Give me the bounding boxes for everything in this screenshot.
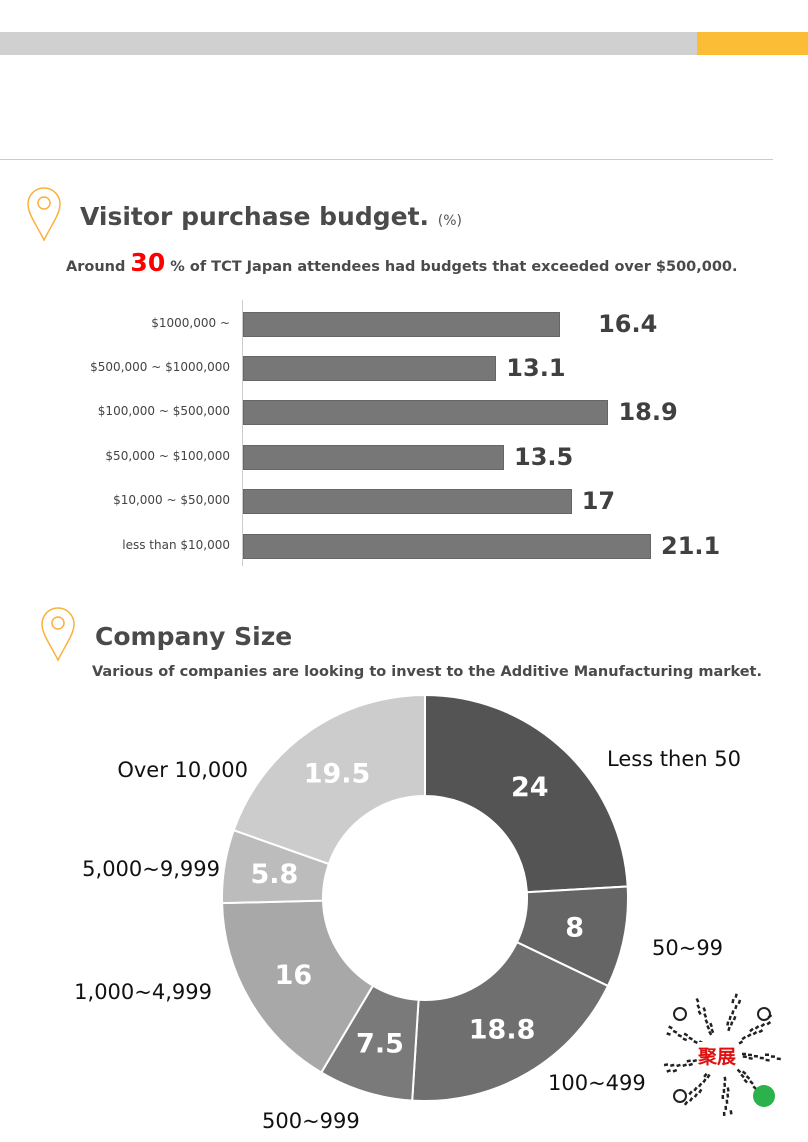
location-pin-icon (41, 607, 75, 662)
slice-category-label: 50~99 (652, 936, 723, 960)
slice-value-label: 7.5 (356, 1029, 404, 1060)
bar-value-label: 17 (581, 487, 616, 515)
bar (243, 312, 561, 337)
bar-value-label: 13.1 (506, 354, 566, 382)
highlight-number: 30 (130, 248, 166, 277)
bar-value-label: 21.1 (661, 532, 721, 560)
bar (243, 400, 609, 425)
qr-logo-text: 聚展 (698, 1042, 737, 1069)
bar-value-label: 13.5 (514, 443, 574, 471)
donut-slice (411, 940, 610, 1102)
location-pin-icon (27, 187, 61, 242)
slice-category-label: Over 10,000 (117, 758, 248, 782)
qr-code[interactable]: 聚展 (660, 992, 784, 1117)
budget-subtitle: Around 30 % of TCT Japan attendees had b… (66, 248, 738, 277)
slice-value-label: 19.5 (304, 758, 371, 789)
bar (243, 489, 572, 514)
bar (243, 534, 651, 559)
slice-category-label: 1,000~4,999 (74, 980, 212, 1004)
bar (243, 445, 505, 470)
bar-axis (242, 300, 243, 566)
divider (0, 159, 773, 160)
slice-value-label: 24 (511, 772, 549, 803)
header-bar (0, 32, 697, 55)
slice-value-label: 16 (275, 960, 313, 991)
slice-value-label: 5.8 (250, 859, 298, 890)
unit-label: (%) (437, 213, 462, 229)
bar-category-label: $1000,000 ~ (151, 316, 230, 330)
slice-category-label: 5,000~9,999 (82, 857, 220, 881)
bar-category-label: $50,000 ~ $100,000 (105, 449, 230, 463)
slice-value-label: 8 (565, 913, 584, 944)
subtitle-post: % of TCT Japan attendees had budgets tha… (170, 259, 738, 275)
qr-pattern-icon (663, 993, 781, 1117)
header-accent (697, 32, 808, 55)
donut-slice (221, 899, 375, 1074)
slice-value-label: 18.8 (469, 1015, 536, 1046)
bar-category-label: $500,000 ~ $1000,000 (90, 360, 230, 374)
title-text: Visitor purchase budget. (80, 202, 430, 231)
slice-category-label: Less then 50 (607, 747, 741, 771)
bar (243, 356, 497, 381)
bar-category-label: $100,000 ~ $500,000 (97, 404, 230, 418)
company-subtitle: Various of companies are looking to inve… (92, 664, 762, 680)
section-title-budget: Visitor purchase budget. (%) (80, 202, 462, 231)
bar-value-label: 18.9 (618, 398, 678, 426)
slice-category-label: 500~999 (262, 1109, 360, 1133)
slice-category-label: 100~499 (548, 1071, 646, 1095)
donut-slice (424, 693, 629, 894)
bar-value-label: 16.4 (598, 310, 658, 338)
bar-category-label: $10,000 ~ $50,000 (113, 493, 230, 507)
bar-category-label: less than $10,000 (122, 538, 230, 552)
donut-slice (232, 693, 426, 866)
subtitle-pre: Around (66, 259, 126, 275)
section-title-company: Company Size (95, 622, 293, 651)
